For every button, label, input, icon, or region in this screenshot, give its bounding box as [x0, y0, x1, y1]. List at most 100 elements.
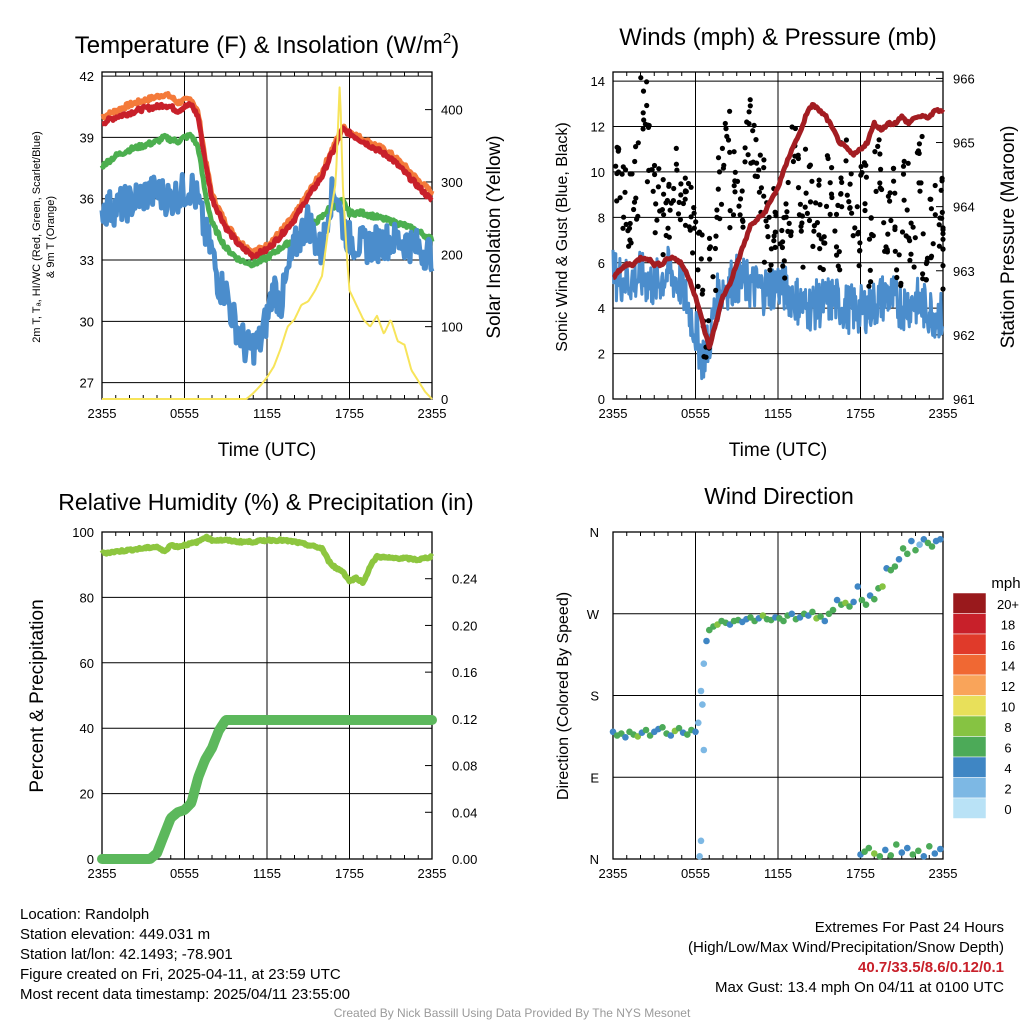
gust-point [838, 191, 844, 197]
gust-point [807, 162, 814, 168]
gust-point [632, 158, 638, 165]
direction-point [899, 545, 907, 552]
gust-point [635, 140, 641, 146]
gust-point [813, 200, 819, 206]
gust-point [916, 141, 923, 147]
gust-point [614, 198, 620, 204]
series-line-sonic-wind [611, 245, 945, 381]
gust-point [817, 246, 823, 252]
y-right-tick-label: 0.16 [452, 665, 477, 680]
gust-point [713, 287, 719, 293]
gust-point [940, 286, 946, 292]
insolation-ylabel: Solar Insolation (Yellow) [484, 135, 505, 338]
gust-point [783, 214, 789, 220]
gust-point [940, 236, 946, 242]
series-line-2m-t [100, 101, 434, 260]
gust-point [734, 178, 741, 184]
gust-point [688, 214, 694, 220]
gust-point [660, 177, 666, 183]
y-tick-label: 0 [87, 852, 94, 867]
gust-point [717, 216, 723, 222]
gust-point [680, 200, 687, 207]
gust-point [928, 196, 934, 202]
y-tick-label: N [590, 525, 599, 540]
gust-point [652, 230, 658, 236]
gust-point [920, 231, 926, 237]
gust-point [750, 159, 756, 165]
x-tick-label: 2355 [929, 406, 958, 421]
gust-point [627, 220, 633, 227]
gust-point [725, 137, 732, 143]
gust-point [719, 145, 726, 151]
gust-point [731, 183, 737, 189]
y-tick-label: N [590, 852, 599, 867]
direction-point [871, 850, 878, 857]
latlon-text: Station lat/lon: 42.1493; -78.901 [20, 946, 233, 963]
y-right-tick-label: 100 [441, 320, 463, 335]
elevation-text: Station elevation: 449.031 m [20, 926, 211, 943]
y-tick-label: 36 [80, 192, 94, 207]
gust-point [872, 149, 878, 155]
gust-point [651, 162, 658, 169]
gust-point [940, 246, 946, 252]
direction-point [909, 851, 917, 858]
gust-point [873, 188, 879, 194]
gust-point [866, 283, 872, 289]
gust-point [939, 175, 945, 181]
gust-point [695, 267, 701, 273]
gust-point [896, 252, 902, 258]
gust-point [613, 163, 619, 169]
plot-frame [101, 531, 433, 860]
legend-label: 18 [1001, 618, 1015, 633]
gust-point [659, 207, 666, 213]
gust-point [761, 193, 767, 199]
gust-point [747, 97, 753, 103]
gust-point [727, 108, 733, 114]
gust-point [806, 217, 813, 224]
gust-point [915, 148, 922, 154]
y-tick-label: 42 [80, 69, 94, 84]
y-tick-label: 8 [598, 210, 605, 225]
gust-point [678, 181, 684, 187]
gust-point [780, 263, 786, 269]
legend-swatch [952, 633, 987, 655]
gust-point [747, 103, 753, 109]
gust-point [625, 228, 631, 234]
extremes-title: Extremes For Past 24 Hours [814, 919, 1004, 936]
gust-point [653, 201, 659, 207]
gust-point [784, 209, 790, 215]
gust-point [740, 224, 746, 230]
y-right-tick-label: 0.00 [452, 852, 477, 867]
gust-point [843, 158, 849, 164]
gust-point [696, 229, 703, 235]
gust-point [736, 203, 742, 209]
gust-point [919, 133, 925, 140]
gust-point [745, 152, 751, 158]
gust-point [644, 179, 651, 185]
gust-point [644, 79, 650, 85]
gust-point [936, 222, 942, 228]
gust-point [856, 263, 862, 269]
gust-point [633, 144, 639, 150]
direction-point [865, 844, 873, 852]
temperature-ylabel-line1: 2m T, Tₐ, HI/WC (Red, Green, Scarlet/Blu… [31, 131, 43, 343]
gust-point [765, 234, 771, 240]
gust-point [727, 149, 733, 155]
gust-point [716, 169, 723, 175]
y-right-tick-label: 0.04 [452, 805, 477, 820]
gust-point [666, 181, 672, 187]
y-right-tick-label: 962 [953, 328, 975, 343]
direction-point [854, 583, 862, 590]
y-right-tick-label: 200 [441, 247, 463, 262]
gust-point [640, 110, 646, 116]
gust-point [656, 166, 662, 172]
gust-point [615, 148, 621, 154]
gust-point [906, 235, 912, 241]
direction-point [928, 543, 936, 550]
gust-point [888, 217, 894, 224]
gust-point [938, 187, 944, 193]
direction-point [659, 724, 666, 731]
direction-point [780, 617, 787, 625]
gust-point [718, 201, 725, 207]
